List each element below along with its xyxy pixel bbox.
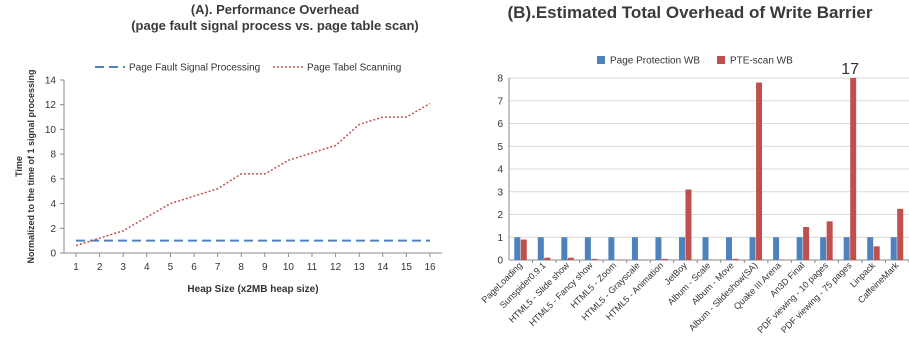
bar-page-protection-wb — [796, 237, 803, 260]
x-axis-label: Heap Size (x2MB heap size) — [187, 284, 318, 295]
x-tick-label: 3 — [120, 262, 126, 273]
x-tick-label: 4 — [144, 262, 150, 273]
x-tick-label: 5 — [168, 262, 174, 273]
y-tick-label: 7 — [497, 96, 503, 107]
y-axis-label: Time — [14, 156, 24, 177]
x-tick-label: 8 — [238, 262, 244, 273]
series-line-page-tabel-scanning — [75, 102, 431, 247]
bar-pte-scan-wb — [544, 257, 551, 260]
y-tick-label: 0 — [497, 256, 503, 267]
legend-swatch — [717, 56, 725, 64]
bar-pte-scan-wb — [685, 189, 692, 260]
bar-page-protection-wb — [820, 237, 827, 260]
legend-label: Page Fault Signal Processing — [129, 63, 260, 74]
bar-page-protection-wb — [843, 237, 850, 260]
x-tick-label: 6 — [191, 262, 197, 273]
bar-pte-scan-wb — [520, 239, 527, 260]
bar-pte-scan-wb — [732, 258, 739, 260]
bar-page-protection-wb — [584, 237, 591, 260]
bar-pte-scan-wb — [850, 78, 857, 260]
bar-page-protection-wb — [726, 237, 733, 260]
bar-page-protection-wb — [702, 237, 709, 260]
bar-value-annotation: 17 — [841, 61, 859, 78]
y-tick-label: 5 — [497, 142, 503, 153]
chart-a-title-line1: (A). Performance Overhead — [190, 2, 360, 17]
x-tick-label: 7 — [215, 262, 221, 273]
y-tick-label: 12 — [45, 100, 57, 111]
legend-label: Page Protection WB — [610, 56, 700, 67]
chart-a-subtitle: (page fault signal process vs. page tabl… — [131, 18, 419, 33]
y-tick-label: 6 — [50, 174, 56, 185]
legend-swatch — [597, 56, 605, 64]
bar-page-protection-wb — [655, 237, 662, 260]
bar-page-protection-wb — [561, 237, 568, 260]
x-tick-label: 11 — [307, 262, 318, 273]
bar-pte-scan-wb — [567, 257, 574, 260]
bar-page-protection-wb — [631, 237, 638, 260]
bar-page-protection-wb — [749, 237, 756, 260]
x-tick-label: 14 — [377, 262, 389, 273]
y-tick-label: 1 — [497, 233, 503, 244]
bar-page-protection-wb — [773, 237, 780, 260]
x-tick-label: 16 — [424, 262, 436, 273]
x-tick-label: 12 — [330, 262, 342, 273]
bar-pte-scan-wb — [873, 246, 880, 260]
bar-page-protection-wb — [867, 237, 874, 260]
x-tick-label: 2 — [97, 262, 103, 273]
y-tick-label: 14 — [45, 76, 57, 87]
bar-pte-scan-wb — [661, 258, 668, 260]
chart-a-title: (A). Performance Overhead (page fault si… — [40, 2, 510, 34]
x-tick-label: 9 — [262, 262, 268, 273]
bar-page-protection-wb — [537, 237, 544, 260]
y-tick-label: 8 — [497, 74, 503, 85]
y-tick-label: 4 — [497, 165, 503, 176]
x-tick-label: 1 — [73, 262, 79, 273]
y-tick-label: 0 — [50, 249, 56, 260]
y-tick-label: 10 — [45, 125, 57, 136]
y-tick-label: 2 — [497, 210, 503, 221]
x-tick-label: 10 — [283, 262, 295, 273]
legend-label: PTE-scan WB — [730, 56, 793, 67]
y-axis-label-secondary: Normalized to the time of 1 signal proce… — [26, 69, 36, 263]
y-tick-label: 2 — [50, 224, 56, 235]
x-tick-label: 13 — [354, 262, 366, 273]
bar-page-protection-wb — [514, 237, 521, 260]
x-tick-label: 15 — [401, 262, 413, 273]
bar-page-protection-wb — [678, 237, 685, 260]
legend-label: Page Tabel Scanning — [307, 63, 401, 74]
y-tick-label: 8 — [50, 150, 56, 161]
bar-pte-scan-wb — [756, 82, 763, 260]
bar-page-protection-wb — [608, 237, 615, 260]
y-tick-label: 3 — [497, 187, 503, 198]
bar-pte-scan-wb — [591, 258, 598, 260]
bar-pte-scan-wb — [897, 208, 904, 260]
bar-pte-scan-wb — [826, 221, 833, 260]
chart-b-title: (B).Estimated Total Overhead of Write Ba… — [507, 3, 873, 22]
y-tick-label: 6 — [497, 119, 503, 130]
bar-pte-scan-wb — [803, 227, 810, 260]
bar-page-protection-wb — [890, 237, 897, 260]
y-tick-label: 4 — [50, 199, 56, 210]
